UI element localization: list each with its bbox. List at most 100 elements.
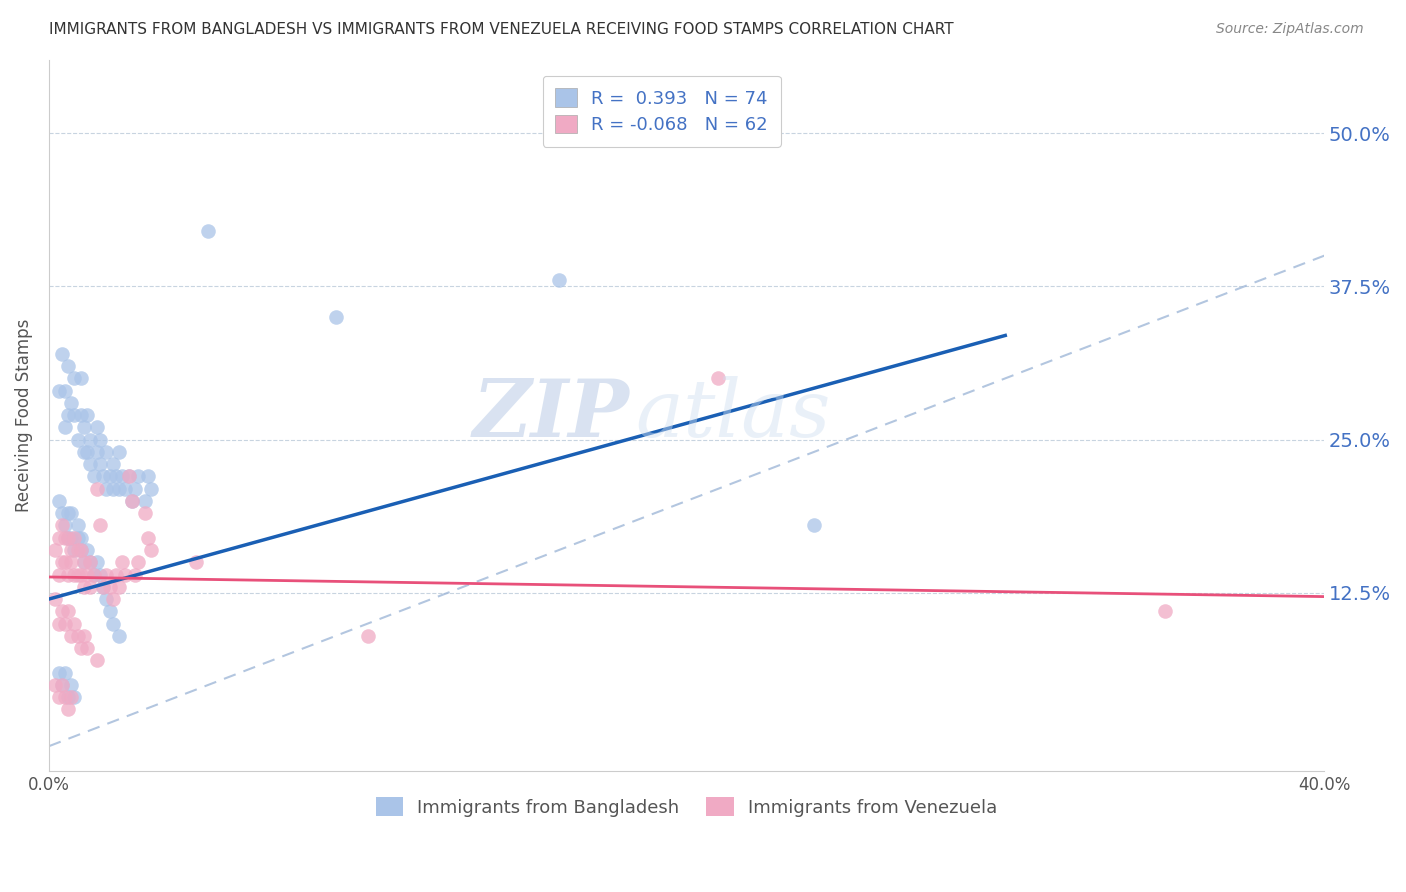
Point	[48, 531, 70, 545]
Point	[101, 592, 124, 607]
Text: Source: ZipAtlas.com: Source: ZipAtlas.com	[1216, 22, 1364, 37]
Point	[66, 433, 89, 447]
Point	[79, 457, 101, 471]
Point	[51, 678, 73, 692]
Point	[73, 629, 96, 643]
Point	[111, 469, 134, 483]
Point	[89, 433, 111, 447]
Point	[83, 469, 105, 483]
Point	[53, 555, 76, 569]
Point	[48, 616, 70, 631]
Point	[86, 555, 108, 569]
Point	[104, 567, 127, 582]
Point	[53, 420, 76, 434]
Point	[56, 531, 79, 545]
Point	[53, 531, 76, 545]
Point	[66, 518, 89, 533]
Point	[139, 482, 162, 496]
Point	[66, 567, 89, 582]
Point	[76, 641, 98, 656]
Point	[101, 616, 124, 631]
Point	[101, 457, 124, 471]
Point	[56, 359, 79, 373]
Point	[83, 567, 105, 582]
Point	[48, 494, 70, 508]
Point	[89, 518, 111, 533]
Point	[60, 678, 83, 692]
Point	[139, 543, 162, 558]
Point	[56, 506, 79, 520]
Point	[79, 433, 101, 447]
Point	[73, 555, 96, 569]
Point	[60, 396, 83, 410]
Point	[79, 580, 101, 594]
Point	[121, 494, 143, 508]
Point	[73, 555, 96, 569]
Y-axis label: Receiving Food Stamps: Receiving Food Stamps	[15, 318, 32, 512]
Point	[63, 567, 86, 582]
Point	[325, 310, 347, 324]
Point	[53, 690, 76, 705]
Point	[48, 567, 70, 582]
Point	[98, 469, 121, 483]
Point	[91, 469, 114, 483]
Point	[803, 518, 825, 533]
Point	[70, 567, 93, 582]
Point	[44, 543, 66, 558]
Point	[121, 494, 143, 508]
Text: ZIP: ZIP	[472, 376, 628, 454]
Point	[66, 629, 89, 643]
Point	[136, 469, 159, 483]
Point	[63, 371, 86, 385]
Point	[127, 555, 149, 569]
Point	[96, 445, 118, 459]
Point	[44, 592, 66, 607]
Point	[96, 482, 118, 496]
Point	[111, 555, 134, 569]
Point	[136, 531, 159, 545]
Point	[56, 604, 79, 618]
Point	[76, 408, 98, 422]
Point	[63, 531, 86, 545]
Point	[86, 653, 108, 667]
Point	[108, 629, 131, 643]
Point	[60, 629, 83, 643]
Point	[60, 531, 83, 545]
Point	[124, 567, 146, 582]
Point	[70, 543, 93, 558]
Point	[56, 690, 79, 705]
Point	[63, 690, 86, 705]
Point	[48, 690, 70, 705]
Point	[79, 555, 101, 569]
Point	[51, 518, 73, 533]
Point	[86, 445, 108, 459]
Point	[134, 494, 156, 508]
Point	[51, 604, 73, 618]
Point	[73, 580, 96, 594]
Point	[51, 506, 73, 520]
Point	[60, 690, 83, 705]
Point	[96, 592, 118, 607]
Point	[79, 555, 101, 569]
Point	[60, 555, 83, 569]
Point	[124, 482, 146, 496]
Point	[63, 616, 86, 631]
Point	[104, 469, 127, 483]
Point	[70, 408, 93, 422]
Point	[56, 567, 79, 582]
Point	[707, 371, 730, 385]
Point	[53, 384, 76, 398]
Point	[44, 678, 66, 692]
Point	[118, 469, 141, 483]
Point	[118, 469, 141, 483]
Point	[98, 580, 121, 594]
Point	[70, 531, 93, 545]
Point	[51, 555, 73, 569]
Point	[56, 702, 79, 716]
Point	[76, 567, 98, 582]
Point	[70, 371, 93, 385]
Point	[101, 482, 124, 496]
Point	[56, 531, 79, 545]
Point	[134, 506, 156, 520]
Point	[76, 445, 98, 459]
